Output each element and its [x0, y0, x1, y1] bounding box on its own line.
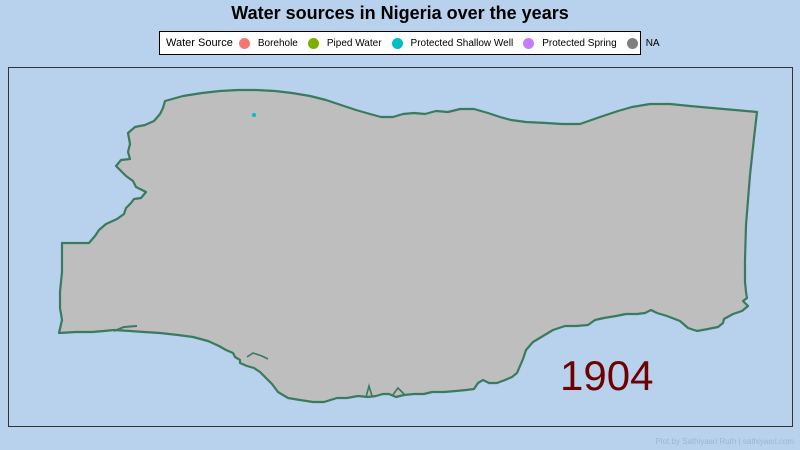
- coastal-inlet: [391, 386, 405, 397]
- legend-label-na: NA: [645, 37, 660, 49]
- legend-item-protected-shallow-well: Protected Shallow Well: [391, 37, 514, 49]
- year-label: 1904: [560, 352, 654, 399]
- legend-dot-na: [626, 37, 638, 49]
- coastal-inlet: [246, 352, 269, 360]
- legend-item-protected-spring: Protected Spring: [523, 37, 617, 49]
- legend: Water Source Borehole Piped Water Protec…: [159, 31, 660, 55]
- credit-text: Plot by Sathiyasri Ruth | sathiyasri.com: [655, 437, 794, 446]
- coastal-inlet: [113, 325, 138, 332]
- coastal-inlet: [365, 383, 373, 398]
- legend-dot-protected-shallow-well: [391, 37, 403, 49]
- legend-item-na: NA: [626, 37, 660, 49]
- legend-title: Water Source: [166, 37, 233, 49]
- legend-item-piped-water: Piped Water: [307, 37, 382, 49]
- map-title: Water sources in Nigeria over the years: [231, 3, 569, 23]
- legend-label-borehole: Borehole: [257, 37, 298, 49]
- legend-dot-piped-water: [307, 37, 319, 49]
- legend-label-protected-spring: Protected Spring: [542, 37, 617, 49]
- legend-dot-protected-spring: [523, 37, 535, 49]
- legend-item-borehole: Borehole: [238, 37, 298, 49]
- map-panel: [8, 67, 793, 427]
- legend-label-piped-water: Piped Water: [326, 37, 382, 49]
- water-point: [252, 113, 256, 117]
- nigeria-land: [57, 88, 759, 404]
- legend-dot-borehole: [238, 37, 250, 49]
- legend-label-protected-shallow-well: Protected Shallow Well: [410, 37, 514, 49]
